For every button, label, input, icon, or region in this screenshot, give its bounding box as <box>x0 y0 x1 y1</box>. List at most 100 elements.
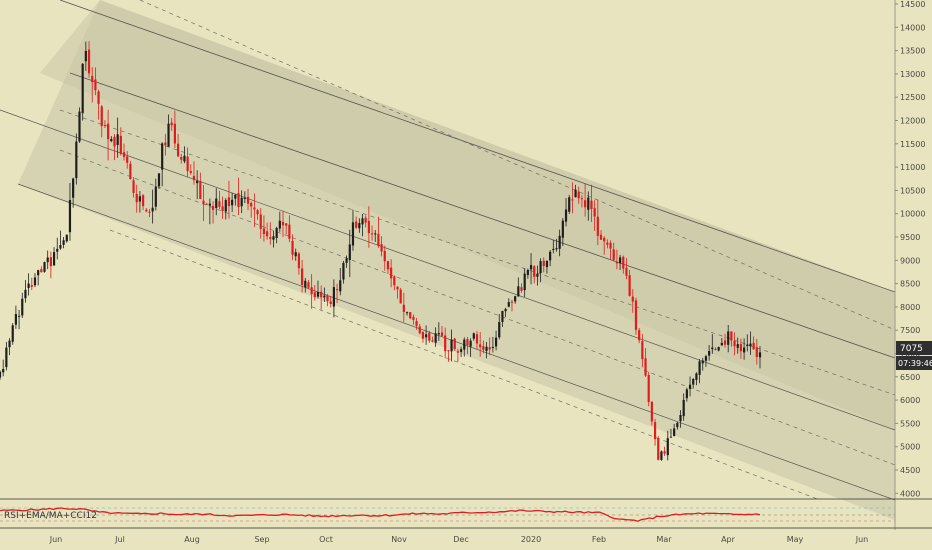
candle-body <box>447 350 450 352</box>
candle-body <box>27 283 30 288</box>
candle-body <box>278 220 281 229</box>
candle-body <box>615 262 619 264</box>
candle-body <box>466 339 469 346</box>
channel-fill-upper <box>40 0 895 430</box>
candle-body <box>644 358 647 376</box>
candle-body <box>657 438 660 460</box>
candle-body <box>329 301 332 304</box>
candle-body <box>227 197 231 207</box>
candle-body <box>113 136 116 147</box>
candle-body <box>533 266 536 277</box>
candle-body <box>405 312 409 314</box>
candle-body <box>348 244 351 261</box>
candle-body <box>116 134 119 146</box>
channel-center-line <box>0 109 896 431</box>
candle-body <box>377 233 380 246</box>
candle-body <box>577 191 580 199</box>
candle-body <box>380 244 383 252</box>
candle-body <box>574 189 577 198</box>
candle-body <box>736 344 739 348</box>
candle-body <box>189 171 192 173</box>
candle-body <box>345 258 348 263</box>
candle-body <box>269 237 272 239</box>
candle-body <box>285 223 288 226</box>
candle-body <box>564 209 568 222</box>
candle-body <box>256 210 259 215</box>
candle-body <box>402 304 405 312</box>
candle-body <box>390 267 393 279</box>
candle-body <box>126 156 129 163</box>
indicator-pane[interactable]: RSI+EMA/MA+CCI12 <box>0 507 895 522</box>
candle-body <box>266 231 269 237</box>
candle-body <box>628 275 631 296</box>
candle-body <box>498 322 501 338</box>
last-price-text: 7075 <box>900 344 923 354</box>
candle-body <box>2 368 5 373</box>
candle-body <box>571 199 574 201</box>
candle-body <box>692 378 695 385</box>
candle-body <box>8 340 11 348</box>
candle-body <box>488 347 491 350</box>
candle-body <box>698 361 701 375</box>
candle-body <box>701 360 704 364</box>
price-tick-label: 9000 <box>900 256 920 265</box>
candle-body <box>739 344 743 352</box>
candle-body <box>157 173 161 187</box>
candle-body <box>752 342 755 350</box>
candle-body <box>68 200 72 233</box>
time-tick-label: Jun <box>855 535 869 544</box>
candle-body <box>30 285 33 287</box>
channel-dash-1 <box>139 0 896 331</box>
time-tick-label: Sep <box>254 535 269 544</box>
candle-body <box>288 224 291 239</box>
candle-body <box>135 193 138 203</box>
candle-body <box>475 334 479 344</box>
candle-body <box>176 143 180 157</box>
candle-body <box>650 401 653 422</box>
regression-channel[interactable] <box>0 0 896 520</box>
candle-body <box>202 200 205 205</box>
candle-body <box>370 233 374 235</box>
candle-body <box>161 143 164 170</box>
candle-body <box>24 289 27 299</box>
candle-body <box>714 349 717 351</box>
candle-body <box>634 300 638 330</box>
candle-body <box>625 267 628 276</box>
candle-body <box>231 199 234 206</box>
time-tick-label: Feb <box>592 535 606 544</box>
time-tick-label: Jul <box>114 535 125 544</box>
candle-body <box>316 292 320 297</box>
candle-body <box>5 347 8 368</box>
candle-body <box>138 196 142 202</box>
candle-body <box>679 415 682 422</box>
candle-body <box>720 342 723 346</box>
candle-body <box>501 310 504 322</box>
price-tick-label: 8000 <box>900 303 920 312</box>
candle-body <box>393 276 396 286</box>
candle-body <box>504 308 507 312</box>
candle-body <box>536 273 539 277</box>
candle-body <box>122 152 126 157</box>
candle-body <box>291 240 294 255</box>
candle-body <box>711 347 714 350</box>
candle-body <box>364 217 367 223</box>
candle-body <box>100 106 103 127</box>
candle-body <box>491 346 494 348</box>
candle-body <box>320 291 323 298</box>
candle-body <box>94 79 97 91</box>
price-tick-label: 6500 <box>900 373 920 382</box>
candle-body <box>211 205 215 210</box>
candle-body <box>192 175 196 181</box>
candle-body <box>415 321 418 326</box>
candle-body <box>199 180 202 199</box>
candle-body <box>91 76 94 83</box>
candle-body <box>631 296 634 302</box>
price-tick-label: 4000 <box>900 489 920 498</box>
candle-body <box>250 202 253 207</box>
candle-body <box>580 198 584 200</box>
candle-body <box>180 157 183 160</box>
candle-body <box>396 286 399 290</box>
time-axis[interactable]: Jun Jul Aug Sep Oct Nov Dec 2020 Feb Mar Apr May Jun <box>49 535 869 544</box>
candle-body <box>307 282 310 288</box>
candle-body <box>463 339 466 350</box>
